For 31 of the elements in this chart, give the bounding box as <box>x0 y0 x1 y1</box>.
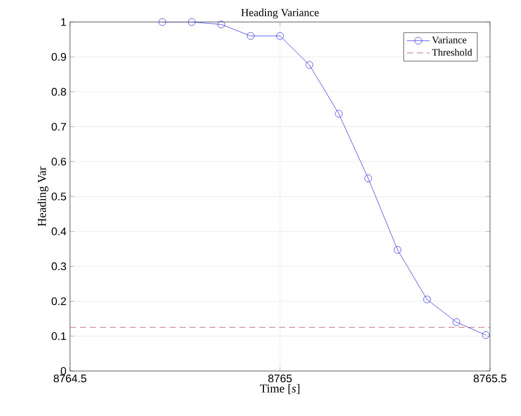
legend-label: Threshold <box>432 48 472 56</box>
point <box>246 32 254 40</box>
point <box>188 18 196 26</box>
point <box>364 174 372 182</box>
y-tick-label: 1 <box>61 18 66 26</box>
point <box>218 20 225 28</box>
chart-title: Heading Variance <box>241 8 319 18</box>
y-tick-label: 0.1 <box>52 332 66 340</box>
x-axis-title: Time [s] <box>260 384 300 394</box>
x-tick-label: 8765.5 <box>474 374 506 382</box>
y-tick-label: 0.8 <box>52 88 66 96</box>
y-tick-label: 0.5 <box>52 192 66 200</box>
point <box>482 331 490 339</box>
point <box>276 32 284 40</box>
y-tick-label: 0.3 <box>52 262 66 270</box>
point <box>423 296 431 304</box>
x-tick-label: 8764.5 <box>54 374 86 382</box>
y-tick-label: 0.2 <box>52 297 66 306</box>
y-tick-label: 0.7 <box>52 122 66 131</box>
point <box>335 110 342 118</box>
x-tick-label: 8765 <box>268 374 292 382</box>
y-tick-label: 0.6 <box>52 158 66 166</box>
point <box>452 318 460 326</box>
y-tick-label: 0.9 <box>52 53 66 61</box>
point <box>158 18 166 26</box>
point <box>394 246 402 254</box>
y-tick-label: 0.4 <box>52 228 66 236</box>
legend-label: Variance <box>432 36 466 44</box>
y-axis-title: Heading Var <box>38 166 48 226</box>
y-tick-label: 0 <box>60 367 66 375</box>
point <box>306 61 314 69</box>
